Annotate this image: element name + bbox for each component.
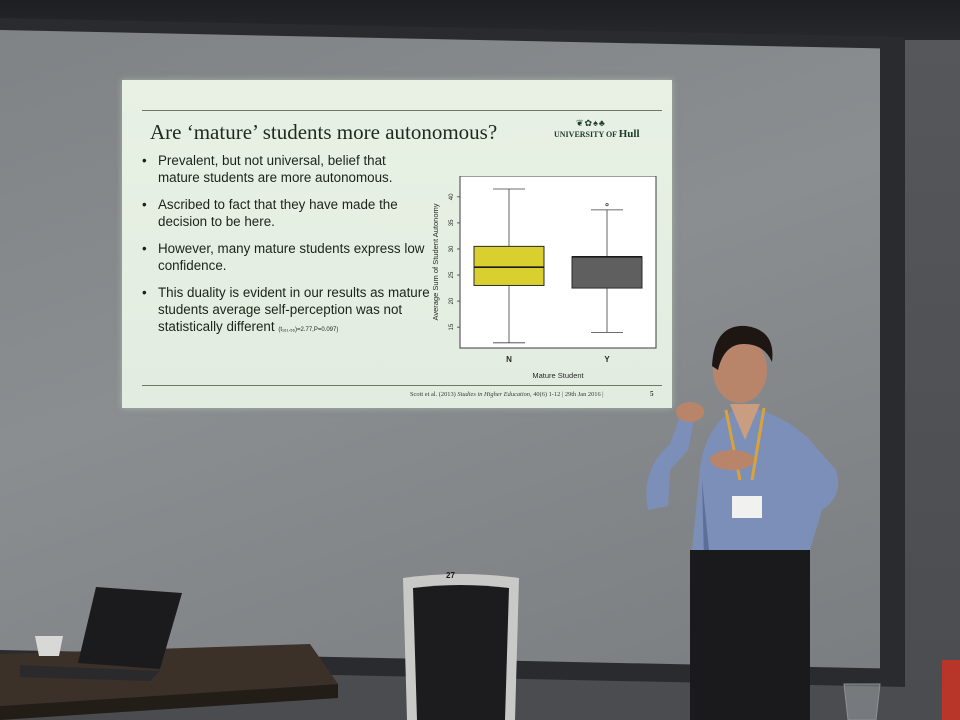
bullet-item: • This duality is evident in our results … bbox=[140, 284, 430, 339]
bullet-text: However, many mature students express lo… bbox=[158, 241, 425, 273]
red-cup bbox=[942, 660, 960, 720]
slide-bottom-rule bbox=[142, 385, 662, 386]
bullet-text: This duality is evident in our results a… bbox=[158, 285, 430, 334]
presenter-hand bbox=[710, 450, 754, 470]
slide-footer-citation: Scott et al. (2013) Studies in Higher Ed… bbox=[410, 391, 604, 398]
y-tick-label: 30 bbox=[449, 245, 455, 252]
name-badge bbox=[732, 496, 762, 518]
slide-page-number: 5 bbox=[650, 390, 654, 398]
y-tick-label: 40 bbox=[449, 193, 455, 200]
footer-details: , 40(6) 1-12 | 29th Jan 2016 | bbox=[530, 391, 604, 398]
bullet-text: Prevalent, but not universal, belief tha… bbox=[158, 153, 393, 185]
y-tick-label: 25 bbox=[449, 271, 455, 278]
y-axis-label: Average Sum of Student Autonomy bbox=[432, 203, 440, 320]
slide-title: Are ‘mature’ students more autonomous? bbox=[150, 120, 498, 144]
bullet-stat: (t₁₆₁.₅₆)=2.77,P=0.097) bbox=[278, 327, 339, 333]
chair bbox=[403, 574, 519, 720]
presenter-trousers bbox=[690, 550, 810, 720]
logo-text-main: Hull bbox=[618, 128, 640, 140]
presenter-head bbox=[713, 337, 767, 403]
projected-slide: ❦✿♠♣ UNIVERSITY OF Hull Are ‘mature’ stu… bbox=[122, 80, 672, 408]
logo-emblem-icon: ❦✿♠♣ bbox=[576, 118, 606, 128]
box-y bbox=[571, 256, 643, 289]
x-tick-label: Y bbox=[604, 355, 610, 364]
bullet-text: Ascribed to fact that they have made the… bbox=[158, 197, 398, 229]
bullet-item: • However, many mature students express l… bbox=[140, 240, 430, 274]
bullet-item: • Prevalent, but not universal, belief th… bbox=[140, 152, 430, 186]
y-tick-label: 20 bbox=[449, 297, 455, 304]
presenter bbox=[646, 325, 839, 720]
bullet-list: • Prevalent, but not universal, belief th… bbox=[140, 152, 430, 349]
bullet-item: • Ascribed to fact that they have made th… bbox=[140, 196, 430, 230]
y-tick-label: 15 bbox=[449, 323, 455, 330]
logo-text-prefix: UNIVERSITY OF bbox=[554, 130, 619, 139]
y-tick-label: 35 bbox=[449, 219, 455, 226]
boxplot-chart: 15 20 25 30 35 40 Average Sum of Student Auton… bbox=[432, 176, 657, 380]
chair-number: 27 bbox=[446, 571, 455, 580]
slide-top-rule bbox=[142, 110, 662, 111]
university-logo: ❦✿♠♣ UNIVERSITY OF Hull bbox=[554, 118, 650, 142]
x-tick-label: N bbox=[506, 355, 512, 364]
footer-journal: Studies in Higher Education bbox=[457, 391, 530, 398]
cup bbox=[35, 636, 63, 656]
outlier-point bbox=[605, 203, 609, 207]
logo-text: UNIVERSITY OF Hull bbox=[554, 128, 640, 140]
glass bbox=[843, 683, 881, 720]
bullet-icon: • bbox=[142, 241, 147, 256]
bullet-icon: • bbox=[142, 153, 147, 168]
bullet-icon: • bbox=[142, 197, 147, 212]
footer-authors: Scott et al. (2013) bbox=[410, 391, 458, 398]
laptop bbox=[20, 587, 182, 681]
presenter-hand bbox=[676, 402, 704, 422]
box-n bbox=[473, 245, 545, 286]
x-axis-label: Mature Student bbox=[532, 371, 584, 380]
bullet-icon: • bbox=[142, 285, 147, 300]
